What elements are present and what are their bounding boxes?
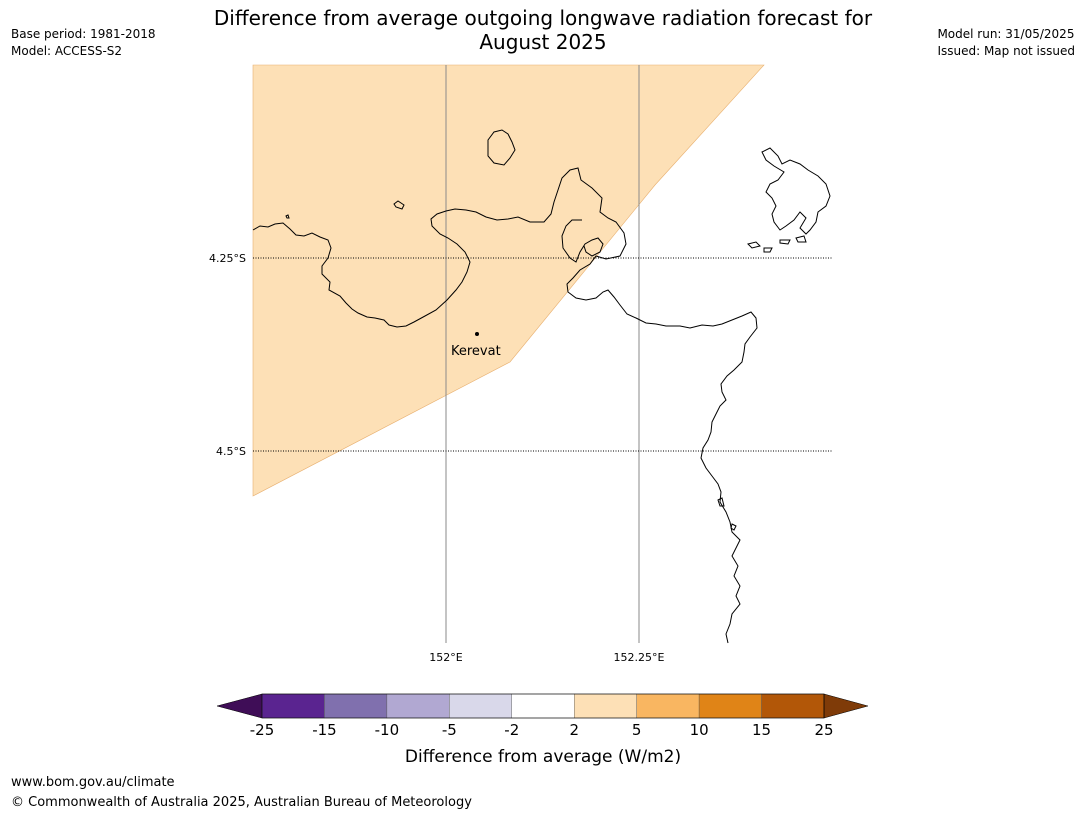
coastline-inlet bbox=[561, 219, 604, 263]
meta-right: Model run: 31/05/2025 Issued: Map not is… bbox=[937, 26, 1075, 60]
place-marker-kerevat bbox=[475, 332, 479, 336]
coastline-islet-nw bbox=[285, 214, 290, 219]
coastline-islet-east-2 bbox=[763, 247, 773, 253]
coastline-islet-west-1 bbox=[717, 497, 725, 507]
coastline-duke-of-york bbox=[761, 147, 831, 235]
colorbar: -25 -15 -10 -5 -2 2 5 10 15 25 bbox=[216, 693, 869, 739]
coastline-gazelle bbox=[252, 167, 758, 644]
colorbar-segment bbox=[511, 693, 575, 719]
colorbar-tick-label: 5 bbox=[632, 721, 642, 739]
base-period: Base period: 1981-2018 bbox=[11, 27, 156, 41]
coastline-islet-east-4 bbox=[795, 235, 807, 243]
footer-url: www.bom.gov.au/climate bbox=[11, 775, 175, 790]
colorbar-extend-low bbox=[216, 693, 263, 719]
colorbar-tick-label: -15 bbox=[312, 721, 337, 739]
lon-label-152-25e: 152.25°E bbox=[614, 651, 665, 664]
coastline-islet-west-2 bbox=[730, 523, 737, 531]
colorbar-segment bbox=[698, 693, 762, 719]
title-line-1: Difference from average outgoing longwav… bbox=[213, 6, 873, 30]
colorbar-tick-label: 15 bbox=[752, 721, 771, 739]
colorbar-tick-label: 2 bbox=[569, 721, 579, 739]
colorbar-segment bbox=[574, 693, 637, 719]
lat-label-4-5s: 4.5°S bbox=[216, 445, 246, 458]
coastlines bbox=[252, 129, 831, 644]
colorbar-ticks: -25 -15 -10 -5 -2 2 5 10 15 25 bbox=[250, 721, 834, 739]
title-line-2: August 2025 bbox=[479, 30, 607, 54]
colorbar-tick-label: -10 bbox=[375, 721, 400, 739]
colorbar-tick-label: -5 bbox=[442, 721, 457, 739]
colorbar-segments bbox=[261, 693, 825, 719]
coastline-islet-east-1 bbox=[747, 241, 761, 249]
colorbar-segment bbox=[261, 693, 325, 719]
colorbar-label: Difference from average (W/m2) bbox=[405, 747, 681, 767]
lon-label-152e: 152°E bbox=[429, 651, 462, 664]
issued-status: Issued: Map not issued bbox=[937, 44, 1075, 58]
colorbar-segment bbox=[761, 693, 825, 719]
colorbar-extend-high bbox=[823, 693, 869, 719]
colorbar-segment bbox=[449, 693, 512, 719]
colorbar-tick-label: 10 bbox=[690, 721, 709, 739]
colorbar-segment bbox=[386, 693, 450, 719]
place-label-kerevat: Kerevat bbox=[451, 344, 501, 359]
colorbar-tick-label: -25 bbox=[250, 721, 275, 739]
coastline-islet-east-3 bbox=[779, 239, 791, 245]
lat-label-4-25s: 4.25°S bbox=[209, 252, 246, 265]
forecast-fill-region bbox=[252, 64, 765, 497]
coastline-islet bbox=[393, 200, 405, 210]
colorbar-tick-label: -2 bbox=[504, 721, 519, 739]
colorbar-segment bbox=[636, 693, 700, 719]
meta-left: Base period: 1981-2018 Model: ACCESS-S2 bbox=[11, 26, 156, 60]
model-name: Model: ACCESS-S2 bbox=[11, 44, 123, 58]
colorbar-segment bbox=[324, 693, 388, 719]
colorbar-tick-label: 25 bbox=[814, 721, 833, 739]
coastline-island-north bbox=[487, 129, 516, 166]
colorbar-frame bbox=[261, 693, 825, 719]
model-run: Model run: 31/05/2025 bbox=[937, 27, 1075, 41]
map-title: Difference from average outgoing longwav… bbox=[150, 6, 936, 54]
footer-copyright: © Commonwealth of Australia 2025, Austra… bbox=[11, 795, 472, 810]
